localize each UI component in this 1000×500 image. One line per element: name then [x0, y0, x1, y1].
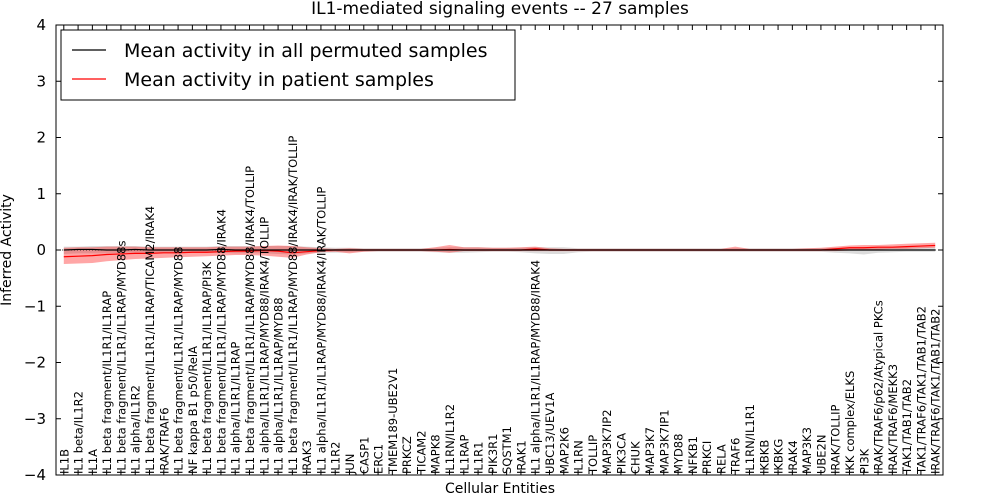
x-tick-label: MAP3K7 [643, 427, 657, 474]
x-tick-label: ERC1 [372, 444, 386, 474]
x-tick-label: IRAK4 [786, 440, 800, 474]
x-tick-label: MYD88 [672, 434, 686, 474]
x-tick-label: IRAK/TRAF6/p62/Atypical PKCs [872, 300, 886, 474]
y-tick-label: 4 [36, 16, 46, 34]
y-tick-label: 2 [36, 129, 46, 147]
x-tick-label: RELA [714, 444, 728, 474]
x-tick-label: PIK3CA [614, 433, 628, 474]
y-tick-label: −3 [24, 410, 46, 428]
x-tick-label: IKK complex/ELKS [843, 371, 857, 474]
x-tick-label: TOLLIP [586, 435, 600, 475]
x-tick-label: CHUK [629, 441, 643, 474]
x-tick-label: CASP1 [357, 437, 371, 474]
y-tick-label: −4 [24, 466, 46, 484]
x-tick-label: IL1 beta fragment/IL1R1/IL1RAP/TICAM2/IR… [143, 206, 157, 474]
x-tick-label: IL1 alpha/IL1R1/IL1RAP/MYD88/IRAK4/IRAK/… [314, 187, 328, 474]
x-tick-label: IL1 alpha/IL1R1/IL1RAP/MYD88/IRAK4 [529, 260, 543, 474]
x-tick-label: IRAK/TRAF6/MEKK3 [886, 364, 900, 474]
y-tick-label: 1 [36, 185, 46, 203]
x-tick-label: IL1B [57, 449, 71, 474]
x-tick-label: IL1 beta/IL1R2 [72, 391, 86, 474]
legend-label-permuted: Mean activity in all permuted samples [124, 40, 487, 62]
confidence-bands [56, 242, 943, 265]
x-tick-label: TAK1/TAB1/TAB2 [900, 379, 914, 475]
x-tick-label: PI3K [857, 448, 871, 474]
x-tick-label: IL1 beta fragment/IL1R1/IL1RAP [100, 291, 114, 474]
y-axis-label: Inferred Activity [0, 194, 15, 306]
y-tick-label: 0 [36, 241, 46, 259]
x-tick-label: IL1RN/IL1R1 [743, 404, 757, 474]
x-tick-label: SQSTM1 [500, 426, 514, 474]
y-tick-label: 3 [36, 72, 46, 90]
x-tick-label: PRKCZ [400, 436, 414, 474]
x-tick-label: MAP3K3 [800, 427, 814, 474]
x-tick-label: IRAK/TOLLIP [829, 405, 843, 474]
x-tick-label: MAP3K7IP2 [600, 409, 614, 474]
x-tick-label: IL1 alpha/IL1R1/IL1RAP/MYD88 [272, 297, 286, 474]
x-tick-label: IL1 alpha/IL1R2 [129, 385, 143, 474]
x-tick-label: IL1R1 [472, 442, 486, 474]
series-line-permuted [63, 248, 936, 251]
x-tick-label: IRAK1 [514, 440, 528, 474]
x-tick-label: IL1 alpha/IL1R1/IL1RAP/MYD88/IRAK4/TOLLI… [257, 217, 271, 474]
x-tick-label: IL1RN/IL1R2 [443, 404, 457, 474]
x-tick-label: IRAK/TRAF6/TAK1/TAB1/TAB2 [929, 309, 943, 474]
y-tick-label: −2 [24, 354, 46, 372]
x-tick-label: IL1RAP [457, 434, 471, 474]
x-tick-label: TAK1/TRAF6/TAK1/TAB1/TAB2 [914, 306, 928, 475]
x-tick-label: UBE2N [814, 435, 828, 475]
legend-box [60, 29, 516, 101]
x-tick-label: PRKCI [700, 441, 714, 474]
legend-label-patient: Mean activity in patient samples [124, 69, 434, 91]
x-tick-label: NF kappa B1 p50/RelA [186, 346, 200, 474]
x-tick-label: IL1RN [572, 440, 586, 474]
series-lines [63, 244, 936, 258]
x-tick-label: PIK3R1 [486, 434, 500, 475]
x-tick-label: IL1 beta fragment/IL1R1/IL1RAP/PI3K [200, 261, 214, 474]
y-tick-label: −1 [24, 297, 46, 315]
x-tick-label: UBC13/UEV1A [543, 392, 557, 474]
x-axis-label: Cellular Entities [445, 481, 555, 497]
x-tick-label: IRAK3 [300, 440, 314, 474]
x-tick-label: MAP2K6 [557, 427, 571, 474]
x-tick-label: IL1 beta fragment/IL1R1/IL1RAP/MYD88s [114, 241, 128, 474]
x-tick-label: IKBKG [772, 439, 786, 474]
x-tick-label: IL1 beta fragment/IL1R1/IL1RAP/MYD88/IRA… [214, 209, 228, 474]
x-tick-label: IL1 alpha/IL1R1/IL1RAP [229, 342, 243, 474]
x-tick-label: IL1 beta fragment/IL1R1/IL1RAP/MYD88/IRA… [243, 166, 257, 474]
x-tick-label: IKBKB [757, 440, 771, 474]
x-tick-label: JUN [343, 454, 357, 475]
x-tick-label: TRAF6 [729, 438, 743, 475]
y-axis: −4 −3 −2 −1 0 1 2 3 4 [24, 16, 943, 484]
chart-title: IL1-mediated signaling events -- 27 samp… [311, 0, 689, 19]
x-tick-label: TMEM189-UBE2V1 [386, 368, 400, 475]
x-tick-label: IL1 beta fragment/IL1R1/IL1RAP/MYD88 [172, 247, 186, 474]
x-tick-label: IL1 beta fragment/IL1R1/IL1RAP/MYD88/IRA… [286, 136, 300, 474]
x-tick-label: TICAM2 [414, 430, 428, 475]
x-tick-label: NFKB1 [686, 436, 700, 474]
x-tick-label: MAPK8 [429, 434, 443, 474]
x-axis: IL1B IL1 beta/IL1R2 IL1A IL1 beta fragment/… [57, 25, 943, 475]
x-tick-label: MAP3K7IP1 [657, 409, 671, 474]
x-tick-label: IRAK/TRAF6 [157, 407, 171, 474]
x-tick-label: IL1R2 [329, 442, 343, 474]
band-patient [63, 242, 936, 265]
legend: Mean activity in all permuted samples Me… [60, 29, 516, 101]
x-tick-label: IL1A [86, 449, 100, 474]
